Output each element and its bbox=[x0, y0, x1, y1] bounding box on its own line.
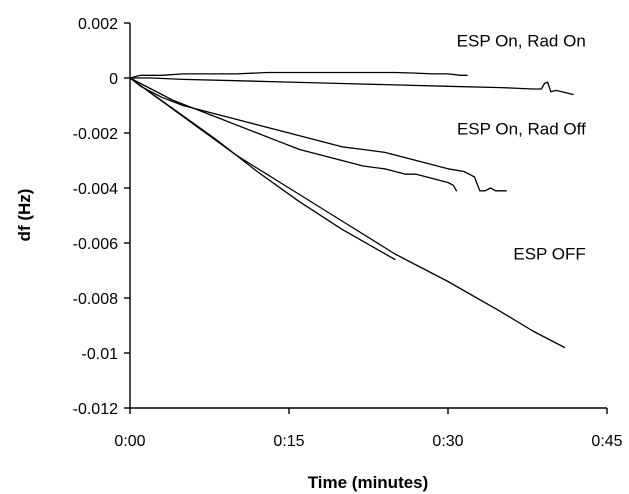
series-line-6 bbox=[129, 77, 396, 261]
series-line-3 bbox=[129, 77, 507, 192]
x-tick-label: 0:00 bbox=[114, 433, 145, 450]
annotation-label-1: ESP On, Rad On bbox=[457, 31, 586, 50]
y-tick-label: -0.004 bbox=[73, 181, 118, 198]
series-line-5 bbox=[129, 77, 566, 349]
y-axis-title: df (Hz) bbox=[15, 189, 34, 242]
annotation-label-2: ESP On, Rad Off bbox=[457, 119, 586, 138]
y-tick-label: -0.012 bbox=[73, 401, 118, 418]
x-tick-label: 0:15 bbox=[273, 433, 304, 450]
series-lines bbox=[129, 71, 574, 349]
x-tick-label: 0:30 bbox=[432, 433, 463, 450]
y-tick-label: -0.002 bbox=[73, 126, 118, 143]
series-line-1 bbox=[129, 71, 468, 79]
y-tick-label: -0.008 bbox=[73, 291, 118, 308]
series-line-4 bbox=[129, 77, 458, 192]
x-tick-label: 0:45 bbox=[591, 433, 622, 450]
annotation-label-3: ESP OFF bbox=[513, 245, 585, 264]
y-tick-label: 0 bbox=[109, 71, 118, 88]
axes bbox=[129, 23, 607, 409]
tick-marks bbox=[124, 22, 608, 414]
y-tick-label: 0.002 bbox=[78, 16, 118, 33]
x-axis-title: Time (minutes) bbox=[308, 473, 429, 492]
y-tick-label: -0.01 bbox=[82, 346, 119, 363]
annotations: ESP On, Rad On ESP On, Rad Off ESP OFF bbox=[457, 31, 586, 263]
series-line-2 bbox=[129, 77, 574, 96]
y-tick-label: -0.006 bbox=[73, 236, 118, 253]
tick-labels: 0.002 0 -0.002 -0.004 -0.006 -0.008 -0.01 -0.01… bbox=[73, 16, 623, 450]
